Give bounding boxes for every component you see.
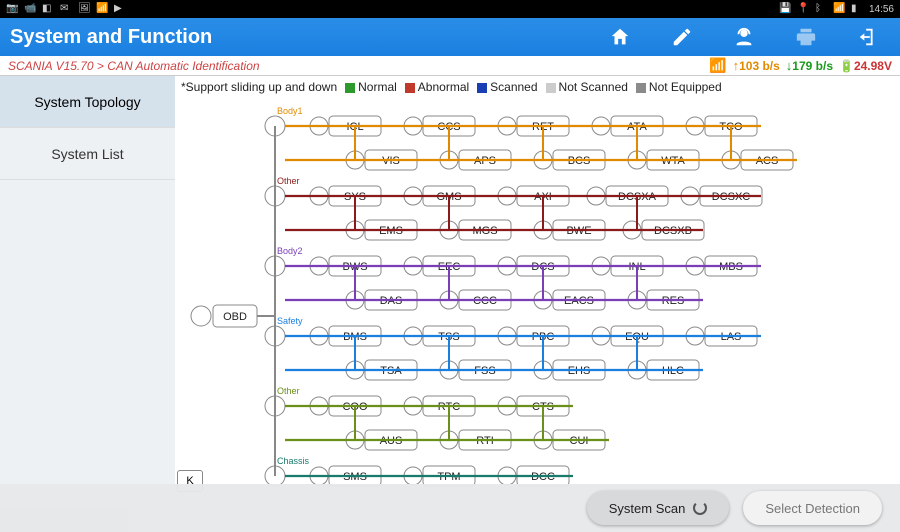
support-icon[interactable] xyxy=(732,25,756,49)
msg-icon: ✉ xyxy=(60,3,72,15)
button-label: System Scan xyxy=(609,501,686,516)
system-scan-button[interactable]: System Scan xyxy=(587,491,730,525)
sidebar-item-topology[interactable]: System Topology xyxy=(0,76,175,128)
button-label: Select Detection xyxy=(765,501,860,516)
net-icon: 📶 xyxy=(96,3,108,15)
wifi-icon-sb: 📶 xyxy=(833,3,845,15)
video-icon: 📹 xyxy=(24,3,36,15)
downlink-rate: ↓179 b/s xyxy=(786,58,833,73)
edit-icon[interactable] xyxy=(670,25,694,49)
main: System Topology System List *Support sli… xyxy=(0,76,900,532)
topology-panel[interactable]: *Support sliding up and downNormalAbnorm… xyxy=(175,76,900,532)
sidebar-item-label: System List xyxy=(51,146,123,162)
camera-icon: 📷 xyxy=(6,3,18,15)
android-statusbar: 📷 📹 ◧ ✉ 🖼 📶 ▶ 💾 📍 ᛒ 📶 ▮ 14:56 xyxy=(0,0,900,18)
wifi-icon: 📶 xyxy=(709,57,726,74)
cast-icon: ◧ xyxy=(42,3,54,15)
img-icon: 🖼 xyxy=(78,3,90,15)
page-title: System and Function xyxy=(10,26,212,49)
print-icon[interactable] xyxy=(794,25,818,49)
group-label: Chassis xyxy=(277,456,310,466)
gps-icon: 📍 xyxy=(797,3,809,15)
battery-voltage: 🔋24.98V xyxy=(839,59,892,73)
exit-icon[interactable] xyxy=(856,25,880,49)
subbar: SCANIA V15.70 > CAN Automatic Identifica… xyxy=(0,56,900,76)
group-label: Other xyxy=(277,176,300,186)
legend: *Support sliding up and downNormalAbnorm… xyxy=(175,76,900,98)
group-label: Body1 xyxy=(277,106,303,116)
bottom-bar: System Scan Select Detection xyxy=(0,484,900,532)
group-label: Body2 xyxy=(277,246,303,256)
breadcrumb: SCANIA V15.70 > CAN Automatic Identifica… xyxy=(8,59,260,73)
select-detection-button[interactable]: Select Detection xyxy=(743,491,882,525)
topology-tree[interactable]: OBDBody1ICLCCSRETATATCOVISAPSBCSWTAACSOt… xyxy=(175,100,900,532)
sidebar-item-label: System Topology xyxy=(34,94,140,110)
group-label: Safety xyxy=(277,316,303,326)
sidebar-item-systemlist[interactable]: System List xyxy=(0,128,175,180)
clock: 14:56 xyxy=(869,4,894,15)
uplink-rate: ↑103 b/s xyxy=(733,58,780,73)
svg-text:OBD: OBD xyxy=(223,311,247,323)
group-label: Other xyxy=(277,386,300,396)
sidebar: System Topology System List xyxy=(0,76,175,532)
batt-icon: ▮ xyxy=(851,3,863,15)
home-icon[interactable] xyxy=(608,25,632,49)
bt-icon: ᛒ xyxy=(815,3,827,15)
sd-icon: 💾 xyxy=(779,3,791,15)
arrow-icon: ▶ xyxy=(114,3,126,15)
titlebar: System and Function xyxy=(0,18,900,56)
